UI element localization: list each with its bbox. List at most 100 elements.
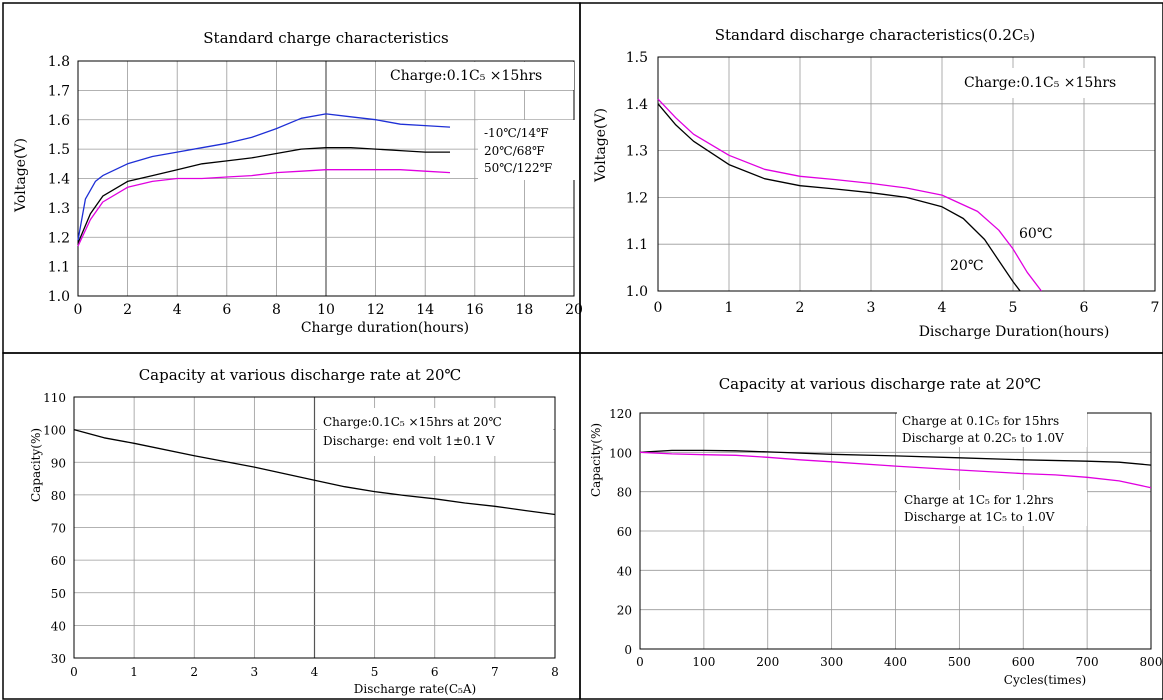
chart-4-ytick-0: 0 bbox=[624, 643, 632, 657]
legend-item-20c: 20℃/68℉ bbox=[484, 144, 545, 158]
chart-2-ytick-1.4: 1.4 bbox=[626, 97, 648, 113]
panel-border-3 bbox=[2, 352, 581, 700]
series-label-20c: 20℃ bbox=[950, 258, 983, 274]
chart-3-ytick-40: 40 bbox=[51, 619, 66, 633]
chart-3-annotation-box bbox=[317, 408, 553, 456]
chart-3-ytick-100: 100 bbox=[43, 424, 66, 438]
chart-4-xtick-200: 200 bbox=[756, 655, 779, 669]
chart-3-ytick-110: 110 bbox=[43, 391, 66, 405]
chart-3-ytick-80: 80 bbox=[51, 489, 66, 503]
chart-1-series-line-1 bbox=[77, 113, 451, 241]
chart-4-xtick-300: 300 bbox=[820, 655, 843, 669]
chart-3-xtick-0: 0 bbox=[70, 665, 78, 679]
chart-4-xtick-400: 400 bbox=[884, 655, 907, 669]
chart-1-xtick-10: 10 bbox=[317, 302, 335, 318]
chart-3-xtick-8: 8 bbox=[551, 665, 559, 679]
chart-1-xtick-16: 16 bbox=[466, 302, 484, 318]
chart-2-ytick-1.0: 1.0 bbox=[626, 284, 648, 300]
chart-4-annotation-4: Discharge at 1C₅ to 1.0V bbox=[904, 510, 1055, 524]
chart-2-title: Standard discharge characteristics(0.2C₅… bbox=[715, 26, 1036, 44]
chart-3-ylabel: Capacity(%) bbox=[29, 428, 43, 502]
chart-4-xtick-100: 100 bbox=[692, 655, 715, 669]
chart-4-annotation-2: Discharge at 0.2C₅ to 1.0V bbox=[902, 431, 1064, 445]
chart-4-annotation-1: Charge at 0.1C₅ for 15hrs bbox=[902, 414, 1059, 428]
chart-2-xtick-1: 1 bbox=[725, 300, 734, 316]
chart-1-series-line-3 bbox=[77, 169, 451, 247]
chart-4-ylabel: Capacity(%) bbox=[589, 423, 603, 497]
chart-3-plot-area: 0 1 2 3 4 5 6 7 8 30 40 50 60 70 80 90 100 110 bbox=[43, 391, 559, 679]
chart-3-ytick-70: 70 bbox=[51, 522, 66, 536]
chart-4-xtick-500: 500 bbox=[948, 655, 971, 669]
chart-2-xtick-5: 5 bbox=[1009, 300, 1018, 316]
chart-2-xtick-2: 2 bbox=[796, 300, 805, 316]
chart-4-xtick-0: 0 bbox=[636, 655, 644, 669]
chart-1-xtick-6: 6 bbox=[222, 302, 231, 318]
chart-1-ytick-1.2: 1.2 bbox=[48, 230, 70, 246]
chart-1-xtick-2: 2 bbox=[123, 302, 132, 318]
chart-2-series-line-2 bbox=[657, 98, 1042, 292]
chart-4-xtick-700: 700 bbox=[1076, 655, 1099, 669]
chart-3-ytick-30: 30 bbox=[51, 652, 66, 666]
chart-3-ytick-90: 90 bbox=[51, 456, 66, 470]
chart-1-ytick-1.3: 1.3 bbox=[48, 201, 70, 217]
chart-3-annotation-line-1: Charge:0.1C₅ ×15hrs at 20℃ bbox=[323, 415, 502, 429]
chart-2-ylabel: Voltage(V) bbox=[593, 108, 609, 183]
chart-3-xtick-6: 6 bbox=[431, 665, 439, 679]
chart-2-xtick-7: 7 bbox=[1151, 300, 1160, 316]
chart-4-ytick-80: 80 bbox=[617, 486, 632, 500]
chart-1-series-line-2 bbox=[77, 147, 450, 244]
chart-1-ytick-1.8: 1.8 bbox=[48, 54, 70, 70]
chart-charge-characteristics: Standard charge characteristics Voltage(… bbox=[13, 29, 583, 336]
panel-border-4 bbox=[579, 352, 1163, 700]
chart-4-plot-border bbox=[639, 412, 1152, 650]
chart-4-ytick-60: 60 bbox=[617, 525, 632, 539]
chart-2-ytick-1.2: 1.2 bbox=[626, 190, 648, 206]
chart-2-xtick-0: 0 bbox=[654, 300, 663, 316]
chart-discharge-characteristics: Standard discharge characteristics(0.2C₅… bbox=[593, 26, 1159, 340]
chart-2-ytick-1.5: 1.5 bbox=[626, 50, 648, 66]
chart-2-annotation: Charge:0.1C₅ ×15hrs bbox=[964, 75, 1116, 91]
chart-1-plot-area: 0 2 4 6 8 10 12 14 16 18 20 1.0 1.1 1.2 1.3 1.4 1.5 1.6 1.… bbox=[48, 54, 583, 318]
chart-1-annotation: Charge:0.1C₅ ×15hrs bbox=[390, 68, 542, 84]
chart-capacity-vs-cycles: Capacity at various discharge rate at 20… bbox=[589, 375, 1162, 687]
chart-4-ytick-120: 120 bbox=[609, 407, 632, 421]
chart-4-xlabel: Cycles(times) bbox=[1004, 673, 1086, 687]
chart-3-ytick-50: 50 bbox=[51, 587, 66, 601]
chart-2-xtick-3: 3 bbox=[867, 300, 876, 316]
chart-3-xlabel: Discharge rate(C₅A) bbox=[354, 682, 476, 696]
chart-3-plot-border bbox=[73, 396, 556, 659]
chart-4-xtick-800: 800 bbox=[1140, 655, 1163, 669]
chart-1-xtick-18: 18 bbox=[515, 302, 533, 318]
chart-2-plot-border bbox=[657, 56, 1156, 292]
chart-4-ytick-100: 100 bbox=[609, 446, 632, 460]
chart-1-xtick-8: 8 bbox=[272, 302, 281, 318]
chart-1-xtick-20: 20 bbox=[565, 302, 583, 318]
chart-1-legend-bg bbox=[478, 120, 578, 180]
chart-1-title: Standard charge characteristics bbox=[203, 29, 448, 47]
chart-4-ytick-40: 40 bbox=[617, 564, 632, 578]
chart-4-series-line-2 bbox=[639, 451, 1152, 489]
chart-3-title: Capacity at various discharge rate at 20… bbox=[139, 366, 462, 384]
chart-1-ytick-1.6: 1.6 bbox=[48, 113, 70, 129]
chart-2-ytick-1.3: 1.3 bbox=[626, 144, 648, 160]
chart-4-annotation-3: Charge at 1C₅ for 1.2hrs bbox=[904, 493, 1054, 507]
chart-1-ytick-1.0: 1.0 bbox=[48, 289, 70, 305]
chart-1-xtick-4: 4 bbox=[173, 302, 182, 318]
chart-3-xtick-2: 2 bbox=[190, 665, 198, 679]
chart-1-xtick-14: 14 bbox=[416, 302, 434, 318]
chart-capacity-vs-rate: Capacity at various discharge rate at 20… bbox=[29, 366, 559, 696]
chart-1-ylabel: Voltage(V) bbox=[13, 138, 29, 213]
chart-1-ytick-1.5: 1.5 bbox=[48, 142, 70, 158]
chart-1-xlabel: Charge duration(hours) bbox=[301, 320, 469, 336]
chart-3-xtick-5: 5 bbox=[371, 665, 379, 679]
chart-1-ytick-1.4: 1.4 bbox=[48, 172, 70, 188]
chart-3-xtick-1: 1 bbox=[130, 665, 138, 679]
chart-3-series-line-1 bbox=[73, 428, 556, 516]
chart-3-annotation-line-2: Discharge: end volt 1±0.1 V bbox=[323, 434, 495, 448]
legend-item-minus10c: -10℃/14℉ bbox=[484, 126, 549, 140]
chart-1-annotation-box bbox=[384, 62, 574, 90]
chart-3-xtick-3: 3 bbox=[251, 665, 259, 679]
chart-1-xtick-0: 0 bbox=[74, 302, 83, 318]
chart-4-annotation-box-1 bbox=[897, 411, 1087, 447]
